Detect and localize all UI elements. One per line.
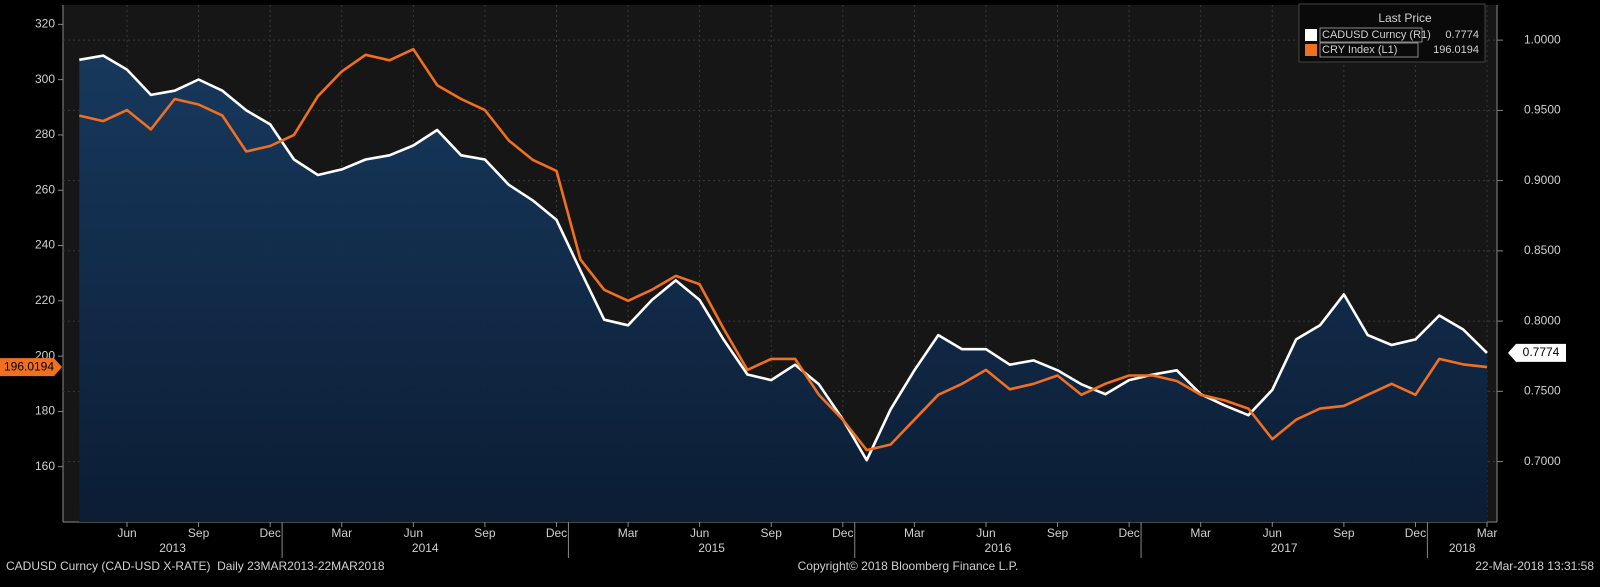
x-tick-label: Sep <box>1047 526 1069 540</box>
last-value-label: 0.7774 <box>1523 345 1560 359</box>
line <box>79 47 1488 452</box>
x-tick-label: Dec <box>259 526 280 540</box>
x-tick-label: Sep <box>188 526 210 540</box>
y-tick-label: 240 <box>35 238 55 252</box>
y2-tick-label: 1.0000 <box>1524 32 1561 46</box>
y-tick-label: 180 <box>35 404 55 418</box>
y2-tick-label: 0.9500 <box>1524 103 1561 117</box>
legend-value: 196.0194 <box>1433 44 1479 56</box>
last-value-tag <box>0 358 62 377</box>
year-label: 2014 <box>412 541 439 555</box>
year-label: 2017 <box>1271 541 1298 555</box>
x-tick-label: Sep <box>1333 526 1355 540</box>
x-tick-label: Mar <box>1477 526 1498 540</box>
x-tick-label: Jun <box>404 526 423 540</box>
last-value-label: 196.0194 <box>4 359 54 373</box>
area <box>79 55 1487 522</box>
x-tick-label: Jun <box>690 526 709 540</box>
y-tick-label: 260 <box>35 182 55 196</box>
y2-tick-label: 0.8000 <box>1524 313 1561 327</box>
x-tick-label: Sep <box>474 526 496 540</box>
x-tick-label: Mar <box>618 526 639 540</box>
x-tick-label: Mar <box>331 526 352 540</box>
x-tick-label: Dec <box>1118 526 1139 540</box>
legend-swatch <box>1305 29 1317 41</box>
legend-name: CADUSD Curncy (R1) <box>1322 29 1431 41</box>
y-tick-label: 280 <box>35 127 55 141</box>
y2-tick-label: 0.8500 <box>1524 243 1561 257</box>
y-tick-label: 320 <box>35 17 55 31</box>
legend-value: 0.7774 <box>1445 29 1479 41</box>
line <box>79 54 1488 462</box>
legend-name-bg <box>1319 42 1419 58</box>
last-value-tag <box>1508 343 1566 362</box>
legend-box <box>1298 3 1486 63</box>
x-tick-label: Mar <box>1190 526 1211 540</box>
x-tick-label: Jun <box>976 526 995 540</box>
y-tick-label: 300 <box>35 72 55 86</box>
x-tick-label: Mar <box>904 526 925 540</box>
x-tick-label: Dec <box>1405 526 1426 540</box>
year-label: 2016 <box>985 541 1012 555</box>
x-tick-label: Sep <box>761 526 783 540</box>
y-tick-label: 220 <box>35 293 55 307</box>
x-tick-label: Dec <box>546 526 567 540</box>
y-tick-label: 160 <box>35 459 55 473</box>
legend-name-bg <box>1319 27 1423 43</box>
x-tick-label: Jun <box>1263 526 1282 540</box>
x-tick-label: Dec <box>832 526 853 540</box>
x-tick-label: Jun <box>117 526 136 540</box>
footer-right: 22-Mar-2018 13:31:58 <box>1475 559 1594 573</box>
legend-name: CRY Index (L1) <box>1322 44 1397 56</box>
legend-swatch <box>1305 44 1317 56</box>
y2-tick-label: 0.7500 <box>1524 384 1561 398</box>
footer-center: Copyright© 2018 Bloomberg Finance L.P. <box>798 559 1019 573</box>
footer-left: CADUSD Curncy (CAD-USD X-RATE) Daily 23M… <box>6 559 385 573</box>
y2-tick-label: 0.7000 <box>1524 454 1561 468</box>
year-label: 2015 <box>698 541 725 555</box>
year-label: 2013 <box>159 541 186 555</box>
legend: Last Price CADUSD Curncy (R1) 0.7774 CRY I… <box>1298 3 1486 63</box>
legend-title: Last Price <box>1378 11 1432 25</box>
year-label: 2018 <box>1449 541 1476 555</box>
y2-tick-label: 0.9000 <box>1524 173 1561 187</box>
